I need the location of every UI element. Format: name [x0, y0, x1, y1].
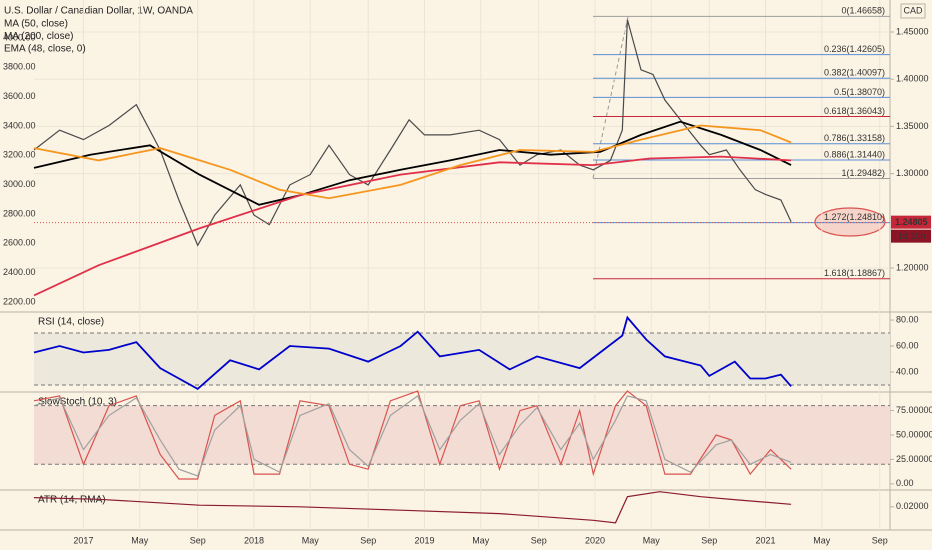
y-tick-label: 1.45000	[896, 26, 929, 36]
band-fill	[34, 405, 890, 465]
legend-entry: MA (50, close)	[4, 19, 68, 30]
x-tick-label: Sep	[531, 535, 547, 545]
left-tick-label: 4000.00	[3, 32, 36, 42]
fib-label: 0.382(1.40097)	[824, 68, 885, 78]
fib-label: 1.272(1.24810)	[824, 212, 885, 222]
y-tick-label: 25.00000	[896, 454, 932, 464]
x-tick-label: 2021	[756, 535, 776, 545]
y-tick-label: 80.00	[896, 314, 919, 324]
left-tick-label: 2200.00	[3, 296, 36, 306]
x-tick-label: Sep	[360, 535, 376, 545]
x-tick-label: 2017	[73, 535, 93, 545]
y-tick-label: 1.35000	[896, 121, 929, 131]
series-line	[33, 19, 792, 247]
x-tick-label: 2020	[585, 535, 605, 545]
fib-label: 0.618(1.36043)	[824, 106, 885, 116]
left-tick-label: 2400.00	[3, 267, 36, 277]
fib-label: 1(1.29482)	[841, 168, 885, 178]
x-tick-label: Sep	[701, 535, 717, 545]
y-tick-label: 50.00000	[896, 429, 932, 439]
countdown-box	[891, 229, 931, 243]
legend-entry: EMA (48, close, 0)	[4, 44, 86, 55]
fib-label: 0.5(1.38070)	[834, 87, 885, 97]
fib-label: 0.236(1.42605)	[824, 44, 885, 54]
band-fill	[34, 333, 890, 385]
left-tick-label: 3600.00	[3, 91, 36, 101]
unit-box	[900, 3, 926, 19]
legend-entry: MA (200, close)	[4, 31, 73, 42]
y-tick-label: 75.00000	[896, 405, 932, 415]
pane-title: ATR (14, RMA)	[38, 495, 106, 506]
y-tick-label: 40.00	[896, 366, 919, 376]
series-line	[33, 315, 792, 390]
y-tick-label: 1.40000	[896, 74, 929, 84]
y-tick-label: 1.30000	[896, 168, 929, 178]
x-tick-label: Sep	[872, 535, 888, 545]
pane-title: SlowStoch (10, 3)	[38, 397, 117, 408]
x-tick-label: 2018	[244, 535, 264, 545]
series-line	[33, 491, 792, 524]
y-tick-label: 1.20000	[896, 262, 929, 272]
series-line	[33, 394, 792, 477]
x-tick-label: May	[472, 535, 490, 545]
x-tick-label: Sep	[190, 535, 206, 545]
unit-label: CAD	[903, 5, 923, 15]
last-price-label: 1.24805	[895, 217, 928, 227]
left-tick-label: 3000.00	[3, 179, 36, 189]
x-tick-label: 2019	[414, 535, 434, 545]
fib-label: 0.786(1.33158)	[824, 133, 885, 143]
x-tick-label: May	[302, 535, 320, 545]
y-tick-label: 0.00	[896, 478, 914, 488]
series-line	[33, 124, 792, 200]
left-tick-label: 3800.00	[3, 62, 36, 72]
fib-label: 0.886(1.31440)	[824, 149, 885, 159]
left-tick-label: 3200.00	[3, 150, 36, 160]
chart-title: U.S. Dollar / Canadian Dollar, 1W, OANDA	[4, 6, 193, 17]
x-tick-label: May	[813, 535, 831, 545]
x-tick-label: May	[643, 535, 661, 545]
fib-label: 1.618(1.18867)	[824, 268, 885, 278]
series-line	[33, 390, 792, 480]
left-tick-label: 2600.00	[3, 238, 36, 248]
last-price-box	[891, 215, 931, 229]
y-tick-label: 0.02000	[896, 501, 929, 511]
y-tick-label: 60.00	[896, 340, 919, 350]
x-tick-label: May	[131, 535, 149, 545]
pane-title: RSI (14, close)	[38, 317, 104, 328]
left-tick-label: 2800.00	[3, 208, 36, 218]
countdown-label: 1d 10h	[898, 231, 926, 241]
left-tick-label: 3400.00	[3, 120, 36, 130]
highlight-circle	[814, 207, 886, 237]
series-line	[33, 120, 792, 206]
fib-label: 0(1.46658)	[841, 6, 885, 16]
